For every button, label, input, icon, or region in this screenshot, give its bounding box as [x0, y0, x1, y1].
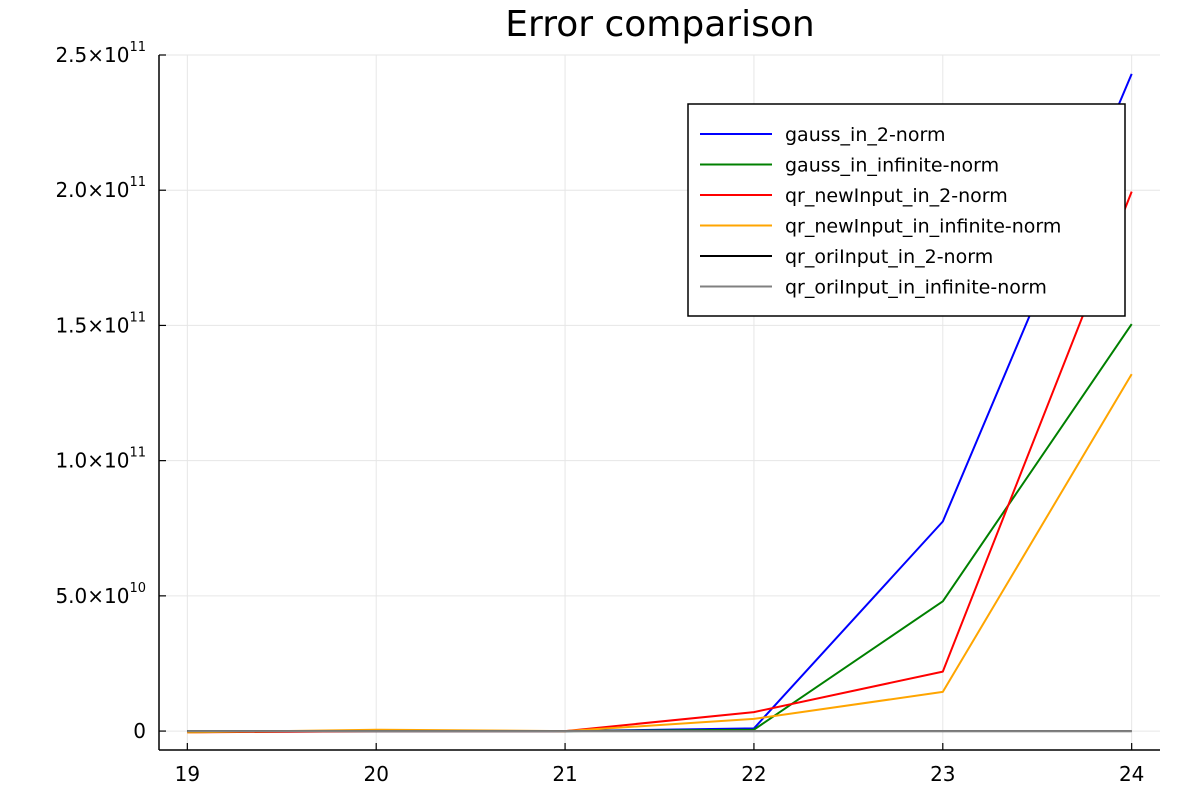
x-ticks: 19 20 21 22 23 24 — [175, 743, 1144, 786]
x-tick-label: 20 — [363, 762, 388, 786]
y-tick-mantissa: 2.5×10 — [55, 43, 129, 67]
x-tick-label: 21 — [552, 762, 577, 786]
y-tick-label: 2.5×1011 — [55, 40, 146, 67]
y-tick-mantissa: 2.0×10 — [55, 178, 129, 202]
legend-label-4: qr_newInput_in_infinite-norm — [785, 216, 1061, 238]
legend-label-3: qr_newInput_in_2-norm — [785, 185, 1008, 207]
legend-label-1: gauss_in_2-norm — [785, 124, 945, 146]
legend-label-2: gauss_in_infinite-norm — [785, 155, 999, 177]
y-tick-label: 1.0×1011 — [55, 446, 146, 473]
y-tick-exponent: 11 — [129, 310, 146, 325]
x-tick-label: 24 — [1119, 762, 1144, 786]
plot-lines — [187, 73, 1133, 734]
x-tick-label: 22 — [741, 762, 766, 786]
legend-label-5: qr_oriInput_in_2-norm — [785, 246, 993, 268]
y-tick-mantissa: 1.0×10 — [55, 449, 129, 473]
y-tick-exponent: 11 — [129, 40, 146, 55]
y-tick-label: 1.5×1011 — [55, 310, 146, 337]
y-tick-label: 0 — [133, 719, 146, 743]
x-tick-label: 23 — [930, 762, 955, 786]
legend: gauss_in_2-norm gauss_in_infinite-norm qr_… — [687, 103, 1126, 317]
y-tick-exponent: 10 — [129, 581, 146, 596]
legend-box — [687, 103, 1126, 317]
y-tick-exponent: 11 — [129, 446, 146, 461]
chart-title: Error comparison — [505, 4, 814, 45]
x-tick-label: 19 — [175, 762, 200, 786]
axes — [158, 55, 1160, 751]
y-tick-mantissa: 1.5×10 — [55, 313, 129, 337]
y-tick-label: 2.0×1011 — [55, 175, 146, 202]
y-tick-label: 5.0×1010 — [55, 581, 146, 608]
y-tick-mantissa: 5.0×10 — [55, 584, 129, 608]
y-tick-exponent: 11 — [129, 175, 146, 190]
legend-label-6: qr_oriInput_in_infinite-norm — [785, 277, 1047, 299]
y-ticks: 05.0×10101.0×10111.5×10112.0×10112.5×101… — [55, 40, 166, 743]
